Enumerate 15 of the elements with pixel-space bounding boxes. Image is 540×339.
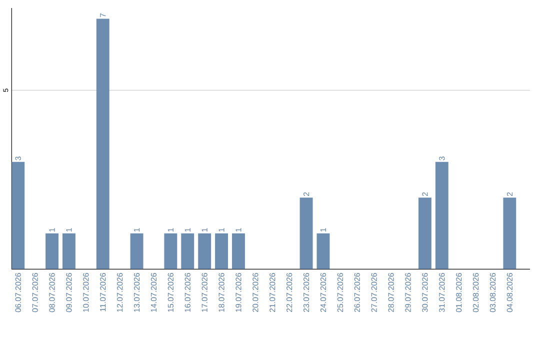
bar bbox=[12, 162, 25, 270]
bar bbox=[316, 233, 330, 270]
bar bbox=[181, 233, 194, 270]
bar bbox=[300, 198, 313, 270]
bar bbox=[164, 233, 178, 270]
bar bbox=[96, 18, 110, 270]
bar bbox=[232, 233, 245, 270]
bar bbox=[46, 233, 58, 270]
bar bbox=[130, 233, 144, 270]
bar bbox=[435, 162, 448, 270]
bar bbox=[62, 233, 76, 270]
bar bbox=[503, 198, 516, 270]
bar bbox=[215, 233, 228, 270]
bar bbox=[418, 198, 432, 270]
bar bbox=[198, 233, 212, 270]
